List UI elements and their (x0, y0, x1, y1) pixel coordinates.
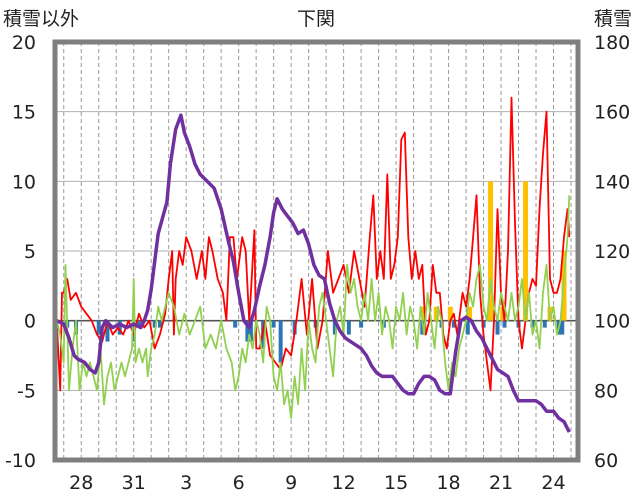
x-tick-label: 15 (384, 472, 408, 494)
x-axis-ticks: 28 31 3 6 9 12 15 18 21 24 (69, 472, 565, 494)
precip-bar-negative (152, 320, 157, 328)
chart-title: 下関 (297, 8, 335, 30)
series-snow-depth (55, 113, 571, 433)
plot-frame (52, 39, 581, 463)
precip-bar-negative (346, 320, 351, 335)
right-tick-label: 120 (594, 241, 630, 263)
precip-bar-positive (467, 306, 473, 321)
left-tick-label: -5 (17, 380, 36, 402)
left-tick-label: 15 (12, 102, 36, 124)
left-tick-label: 10 (12, 171, 36, 193)
series-temperature (55, 96, 571, 392)
precip-bar-negative (271, 320, 276, 328)
x-tick-label: 3 (180, 472, 192, 494)
left-tick-label: 20 (12, 32, 36, 54)
precip-bar-negative (105, 320, 110, 342)
precip-bar-negative (542, 320, 547, 328)
right-axis-ticks: 180 160 140 120 100 80 60 (594, 32, 630, 472)
precip-bar-positive (488, 181, 494, 321)
right-tick-label: 140 (594, 171, 630, 193)
right-tick-label: 100 (594, 311, 630, 333)
left-tick-label: 0 (24, 311, 36, 333)
right-axis-label: 積雪 (594, 8, 632, 30)
precip-bar-negative (495, 320, 500, 335)
right-tick-label: 80 (594, 380, 618, 402)
x-tick-label: 9 (285, 472, 297, 494)
x-tick-label: 24 (541, 472, 565, 494)
left-axis-ticks: 20 15 10 5 0 -5 -10 (5, 32, 36, 472)
x-tick-label: 28 (69, 472, 93, 494)
right-tick-label: 180 (594, 32, 630, 54)
precip-bar-positive (447, 306, 453, 321)
x-tick-label: 12 (332, 472, 356, 494)
precip-bar-negative (157, 320, 162, 328)
precip-bar-negative (502, 320, 507, 328)
precip-bar-negative (233, 320, 238, 328)
x-tick-label: 31 (122, 472, 146, 494)
series-lines (55, 96, 571, 433)
left-axis-label: 積雪以外 (3, 8, 79, 30)
precip-bar-positive (433, 306, 439, 321)
precip-bar-negative (248, 320, 253, 342)
precip-bar-negative (465, 320, 470, 335)
precip-bar-negative (96, 320, 101, 335)
x-tick-label: 21 (489, 472, 513, 494)
precip-bar-negative (245, 320, 250, 342)
right-tick-label: 60 (594, 450, 618, 472)
precip-bar-negative (136, 320, 141, 328)
precip-bar-negative (451, 320, 456, 328)
left-tick-label: 5 (24, 241, 36, 263)
left-tick-label: -10 (5, 450, 36, 472)
precip-bar-positive (523, 181, 529, 321)
series-wind (55, 195, 571, 420)
precip-bar-negative (278, 320, 283, 363)
x-tick-label: 6 (233, 472, 245, 494)
precip-bar-negative (332, 320, 337, 335)
precip-bar-negative (359, 320, 364, 328)
right-tick-label: 160 (594, 102, 630, 124)
precip-bar-negative (117, 320, 122, 335)
x-tick-label: 18 (436, 472, 460, 494)
precip-bar-negative (560, 320, 565, 335)
precip-bar-negative (481, 320, 486, 328)
